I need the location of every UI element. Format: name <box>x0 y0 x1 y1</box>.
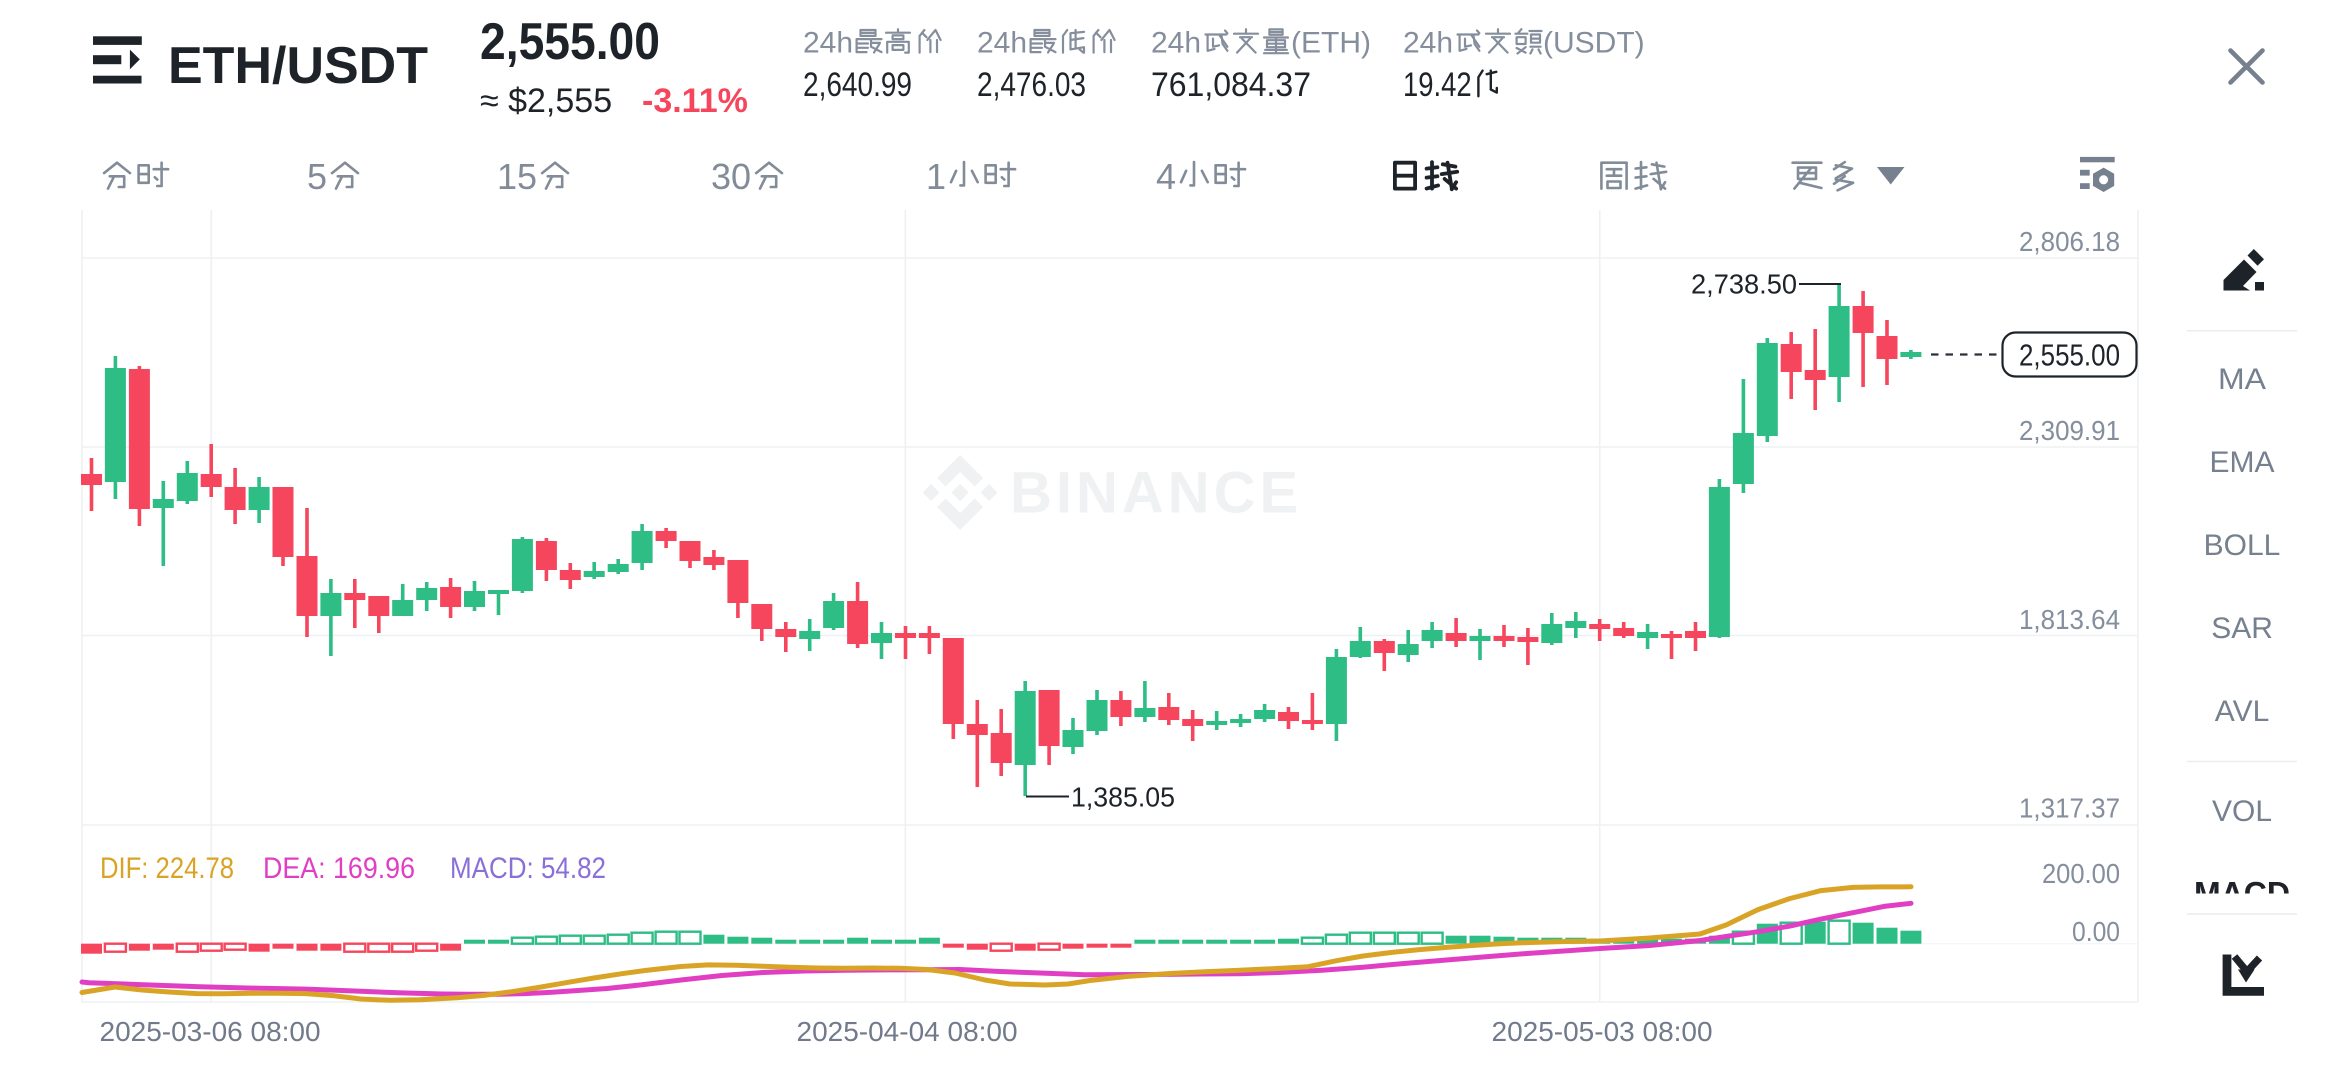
svg-text:761,084.37: 761,084.37 <box>1151 66 1311 104</box>
svg-text:DEA: 169.96: DEA: 169.96 <box>263 852 415 885</box>
svg-text:MACD: 54.82: MACD: 54.82 <box>450 852 606 885</box>
svg-text:30: 30 <box>711 156 751 197</box>
svg-text:1,385.05: 1,385.05 <box>1071 782 1175 813</box>
svg-text:2,476.03: 2,476.03 <box>977 66 1086 104</box>
svg-text:24h: 24h <box>977 26 1027 59</box>
svg-text:BOLL: BOLL <box>2204 529 2281 562</box>
svg-text:1,317.37: 1,317.37 <box>2019 793 2120 824</box>
svg-text:2,309.91: 2,309.91 <box>2019 415 2120 446</box>
svg-text:19.42: 19.42 <box>1403 66 1472 104</box>
svg-text:2025-05-03 08:00: 2025-05-03 08:00 <box>1492 1016 1713 1047</box>
svg-text:2,806.18: 2,806.18 <box>2019 226 2120 257</box>
svg-text:DIF: 224.78: DIF: 224.78 <box>100 852 234 885</box>
svg-text:MACD: MACD <box>2194 876 2290 912</box>
svg-text:ETH/USDT: ETH/USDT <box>168 37 428 95</box>
svg-text:AVL: AVL <box>2215 695 2269 728</box>
svg-text:4: 4 <box>1156 156 1176 197</box>
svg-text:5: 5 <box>307 156 327 197</box>
svg-text:2,555.00: 2,555.00 <box>2019 338 2120 373</box>
svg-text:BINANCE: BINANCE <box>1010 461 1302 526</box>
svg-text:200.00: 200.00 <box>2042 858 2120 889</box>
svg-text:2,738.50: 2,738.50 <box>1691 269 1797 300</box>
svg-text:(ETH): (ETH) <box>1291 26 1371 59</box>
svg-text:-3.11%: -3.11% <box>642 82 748 120</box>
svg-text:MA: MA <box>2218 363 2266 396</box>
svg-text:24h: 24h <box>803 26 853 59</box>
svg-text:≈ $2,555: ≈ $2,555 <box>480 82 612 120</box>
svg-text:24h: 24h <box>1151 26 1201 59</box>
svg-text:SAR: SAR <box>2211 612 2273 645</box>
svg-text:24h: 24h <box>1403 26 1453 59</box>
svg-text:VOL: VOL <box>2212 795 2272 828</box>
svg-text:(USDT): (USDT) <box>1543 26 1645 59</box>
svg-text:0.00: 0.00 <box>2072 916 2120 947</box>
svg-text:2,640.99: 2,640.99 <box>803 66 912 104</box>
svg-text:2025-04-04 08:00: 2025-04-04 08:00 <box>797 1016 1018 1047</box>
svg-text:2025-03-06 08:00: 2025-03-06 08:00 <box>100 1016 321 1047</box>
svg-text:EMA: EMA <box>2210 446 2275 479</box>
svg-text:1,813.64: 1,813.64 <box>2019 604 2120 635</box>
svg-text:15: 15 <box>497 156 537 197</box>
svg-text:1: 1 <box>926 156 946 197</box>
svg-text:2,555.00: 2,555.00 <box>480 13 660 71</box>
